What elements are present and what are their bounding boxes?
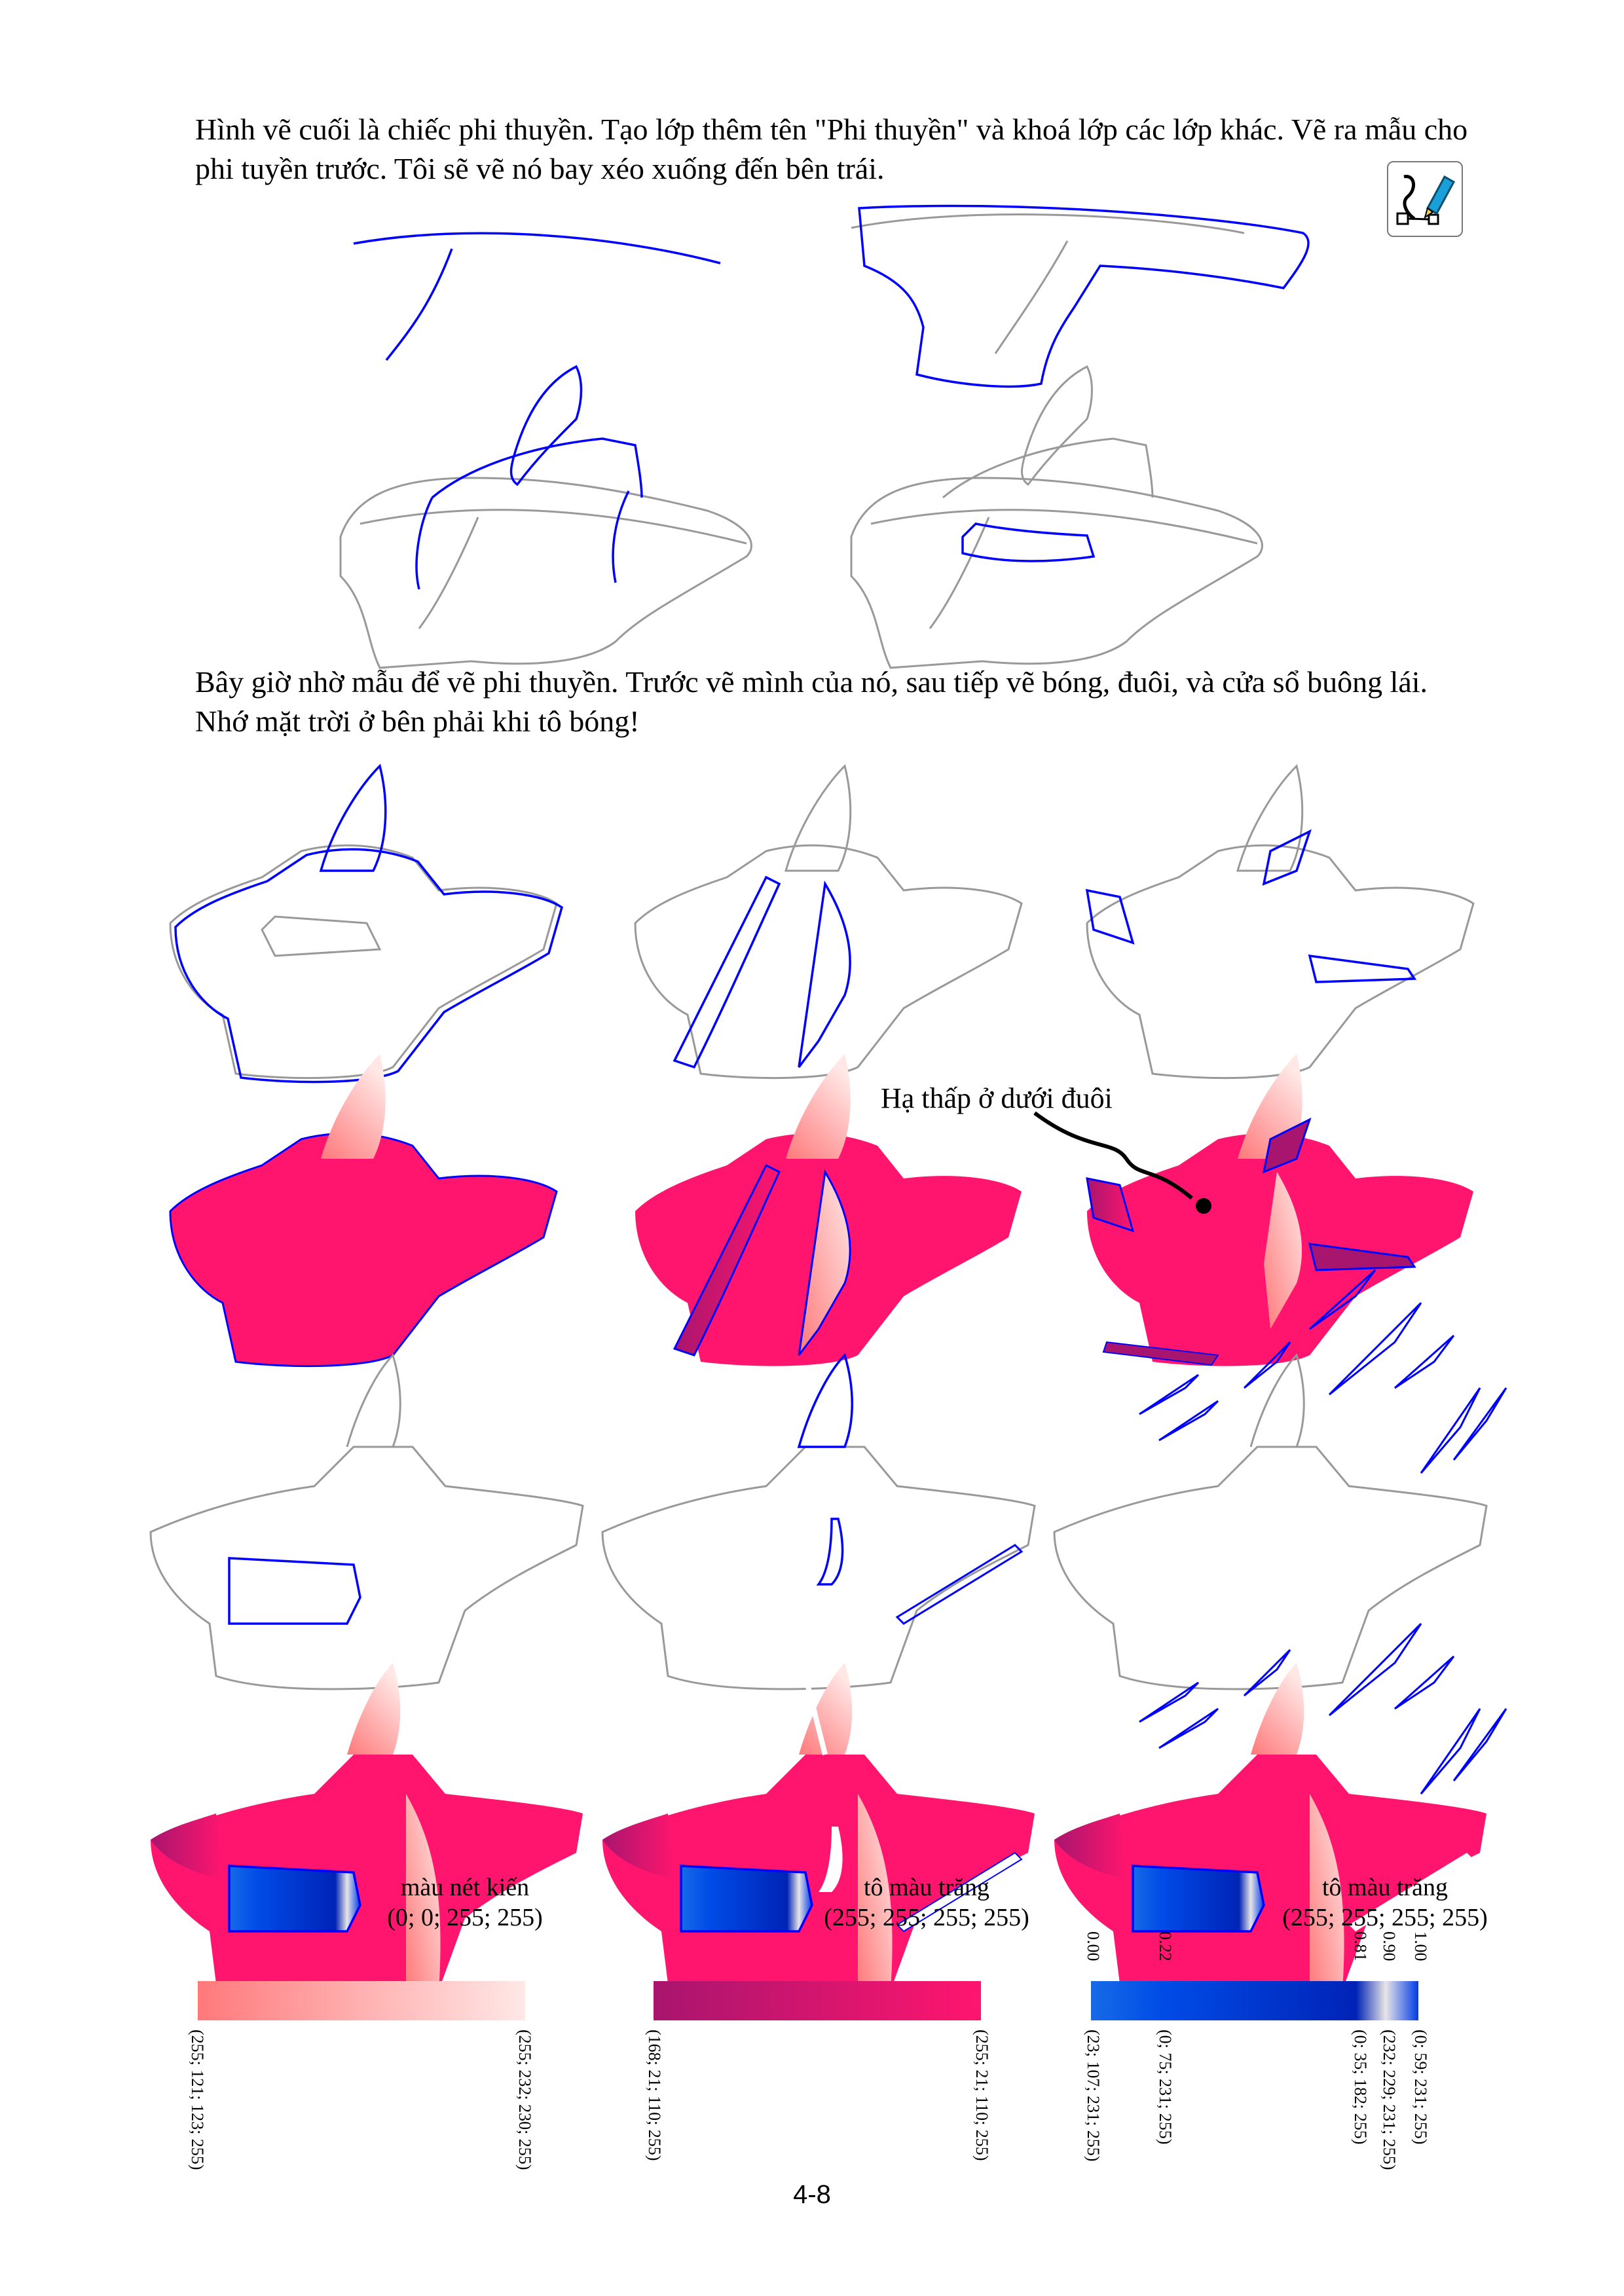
- page-number: 4-8: [793, 2180, 831, 2209]
- g3-color-2: (0; 35; 182; 255): [1351, 2030, 1370, 2145]
- white-fill-label-2: tô màu trăng (255; 255; 255; 255): [1270, 1872, 1500, 1933]
- tail-annotation: Hạ thấp ở dưới đuôi: [881, 1082, 1113, 1114]
- sketch-step-3: [339, 365, 752, 669]
- line-color-label: màu nét kiến (0; 0; 255; 255): [367, 1872, 563, 1933]
- ship-detail-b: [601, 1353, 1036, 1690]
- speed-lines-b: [1139, 1622, 1507, 1795]
- speed-lines-a: [1139, 1269, 1507, 1474]
- pen-curve-tool-icon: [1387, 161, 1463, 237]
- intro-paragraph: Hình vẽ cuối là chiếc phi thuyền. Tạo lớ…: [195, 113, 1468, 185]
- ship-filled-c: [1086, 1054, 1473, 1366]
- ship-final-b: [602, 1663, 1035, 1997]
- ship-filled-b: [635, 1054, 1022, 1366]
- g3-stop-3: 0.90: [1380, 1931, 1399, 1961]
- ship-final-c: [1054, 1622, 1507, 1997]
- g3-stop-1: 0.22: [1156, 1931, 1175, 1961]
- g3-color-1: (0; 75; 231; 255): [1156, 2030, 1175, 2145]
- ship-detail-a: [149, 1353, 584, 1690]
- ship-filled-a: [169, 1054, 558, 1368]
- annotation-leader: [1033, 1111, 1193, 1200]
- white-fill-2-name: tô màu trăng: [1321, 1874, 1449, 1901]
- gradient-bar-magenta: [654, 1981, 981, 2020]
- gradient-bar-pink: [198, 1981, 525, 2020]
- sketch-step-1: [353, 232, 721, 361]
- instruction-paragraph: Bây giờ nhờ mẫu để vẽ phi thuyền. Trước …: [195, 665, 1428, 738]
- g3-color-0: (23; 107; 231; 255): [1084, 2030, 1103, 2162]
- g1-end-value: (255; 232; 230; 255): [515, 2030, 534, 2170]
- white-fill-label-1: tô màu trăng (255; 255; 255; 255): [812, 1872, 1041, 1933]
- ship-detail-c: [1053, 1269, 1507, 1690]
- line-color-value: (0; 0; 255; 255): [387, 1904, 543, 1931]
- g1-start-value: (255; 121; 123; 255): [188, 2030, 207, 2170]
- g3-color-3: (232; 229; 231; 255): [1380, 2030, 1399, 2170]
- ship-outline-a: [169, 763, 563, 1084]
- g2-end-value: (255; 21; 110; 255): [972, 2030, 991, 2161]
- g3-stop-0: 0.00: [1084, 1931, 1103, 1961]
- ship-final-a: [151, 1663, 583, 1997]
- white-fill-1-name: tô màu trăng: [863, 1874, 990, 1901]
- line-color-name: màu nét kiến: [400, 1874, 530, 1901]
- g2-start-value: (168; 21; 110; 255): [645, 2030, 664, 2161]
- g3-color-4: (0; 59; 231; 255): [1411, 2030, 1430, 2145]
- ship-outline-b: [634, 764, 1023, 1080]
- white-fill-1-value: (255; 255; 255; 255): [824, 1904, 1029, 1931]
- sketch-step-2: [851, 204, 1310, 388]
- gradient-bar-blue: [1091, 1981, 1418, 2020]
- ship-outline-c: [1085, 764, 1475, 1080]
- g3-stop-2: 0.81: [1351, 1931, 1370, 1961]
- g3-stop-4: 1.00: [1411, 1931, 1430, 1961]
- sketch-step-4: [850, 365, 1263, 669]
- white-fill-2-value: (255; 255; 255; 255): [1282, 1904, 1488, 1931]
